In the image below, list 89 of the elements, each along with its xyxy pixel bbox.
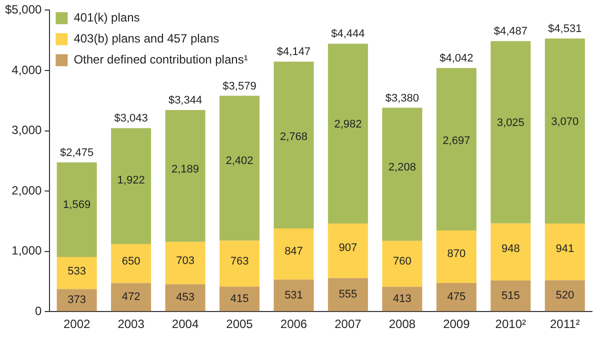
bar [490, 280, 531, 312]
bar [274, 228, 314, 280]
bar [274, 280, 314, 312]
total-label: $2,475 [60, 146, 94, 159]
data-label: 2,189 [172, 163, 200, 176]
bar [544, 280, 585, 312]
data-label: 3,025 [496, 117, 524, 130]
bar [544, 38, 585, 224]
data-label: 870 [447, 248, 466, 260]
bar [219, 240, 260, 287]
bar [382, 240, 422, 287]
y-tick-label: 4,000 [12, 62, 42, 77]
legend-label: Other defined contribution plans¹ [74, 52, 248, 67]
data-label: 2,768 [280, 130, 308, 143]
x-tick-label: 2003 [118, 317, 145, 332]
data-label: 847 [284, 246, 303, 258]
bar [56, 289, 97, 312]
x-tick-label: 2007 [334, 317, 362, 332]
data-label: 907 [338, 242, 358, 254]
total-label: $4,147 [276, 46, 311, 58]
data-label: 2,402 [226, 154, 254, 167]
bar [56, 162, 97, 257]
bar [490, 41, 531, 224]
total-label: $3,344 [168, 94, 202, 106]
x-tick-label: 2005 [226, 317, 254, 332]
legend-label: 401(k) plans [74, 10, 140, 25]
data-label: 515 [501, 290, 520, 302]
bar [328, 44, 368, 224]
data-label: 555 [338, 288, 358, 301]
total-label: $4,531 [548, 23, 582, 36]
data-label: 472 [122, 291, 140, 304]
data-label: 533 [68, 265, 86, 278]
data-label: 475 [447, 291, 466, 304]
bar [274, 62, 314, 229]
data-label: 650 [122, 256, 140, 268]
total-label: $4,487 [494, 26, 528, 38]
data-label: 703 [176, 255, 194, 268]
bar [219, 286, 260, 312]
bar [165, 284, 206, 312]
y-tick-label: 3,000 [12, 123, 42, 138]
bar [328, 223, 368, 278]
x-tick-label: 2002 [63, 317, 90, 332]
bar [56, 256, 97, 290]
data-label: 763 [230, 255, 249, 268]
data-label: 415 [230, 292, 249, 305]
bar [436, 230, 476, 283]
bar [111, 128, 152, 244]
bar [111, 244, 152, 284]
data-label: 941 [556, 243, 574, 256]
bar [436, 68, 476, 231]
bar [165, 242, 206, 284]
bar [436, 282, 476, 312]
bar [165, 110, 206, 242]
legend-label: 403(b) plans and 457 plans [74, 32, 220, 46]
data-label: 760 [393, 256, 412, 268]
x-tick-label: 2006 [280, 317, 308, 332]
x-tick-label: 2010² [495, 317, 526, 332]
data-label: 2,982 [334, 118, 362, 131]
y-tick-label: 0 [35, 304, 42, 318]
data-label: 373 [68, 294, 86, 306]
x-tick-label: 2008 [388, 317, 416, 332]
total-label: $4,444 [331, 28, 365, 40]
total-label: $4,042 [440, 52, 474, 64]
total-label: $3,579 [222, 80, 256, 92]
y-tick-label: 1,000 [12, 244, 42, 258]
data-label: 2,697 [442, 135, 470, 148]
y-tick-label: $5,000 [5, 2, 42, 17]
data-label: 1,569 [63, 199, 91, 211]
bar [219, 96, 260, 241]
total-label: $3,380 [385, 92, 420, 104]
x-tick-label: 2004 [172, 317, 199, 332]
x-tick-label: 2009 [443, 317, 470, 332]
bar [382, 108, 422, 241]
bar [328, 278, 368, 312]
data-label: 453 [176, 292, 194, 304]
data-label: 531 [284, 289, 303, 302]
data-label: 2,208 [388, 162, 416, 174]
data-label: 413 [393, 292, 412, 305]
y-tick-label: 2,000 [12, 183, 42, 198]
bar [111, 283, 152, 312]
data-label: 3,070 [551, 116, 579, 128]
data-label: 948 [501, 243, 520, 256]
data-label: 1,922 [117, 174, 145, 186]
bar [544, 224, 585, 280]
data-label: 520 [556, 290, 574, 302]
bar [490, 223, 531, 281]
bar [382, 286, 422, 312]
total-label: $3,043 [114, 112, 148, 125]
x-tick-label: 2011² [550, 317, 580, 332]
